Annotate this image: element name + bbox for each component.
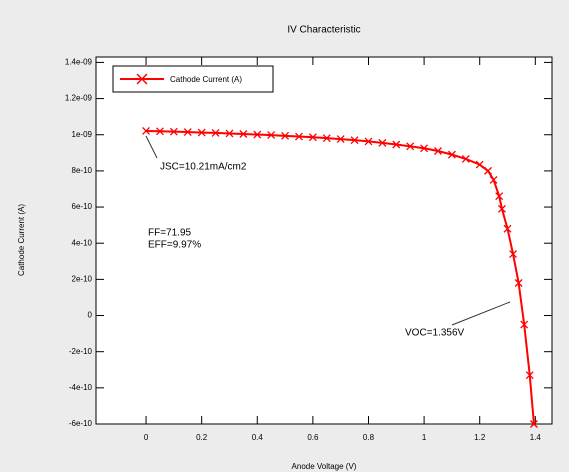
marker: [489, 175, 498, 184]
marker: [350, 136, 359, 145]
plot-area: [95, 56, 553, 425]
marker: [520, 320, 529, 329]
x-tick-label: 0.4: [252, 433, 264, 442]
y-tick-label: -4e-10: [69, 383, 93, 392]
marker: [392, 140, 401, 149]
x-tick-label: 1.2: [474, 433, 486, 442]
marker: [529, 420, 538, 428]
y-tick-label: 0: [88, 311, 93, 320]
marker: [308, 133, 317, 142]
x-tick-label: 1: [422, 433, 427, 442]
marker: [484, 166, 493, 175]
marker: [378, 138, 387, 147]
marker: [509, 250, 518, 259]
marker: [183, 128, 192, 136]
marker: [336, 135, 345, 144]
y-tick-label: 8e-10: [72, 166, 93, 175]
marker: [447, 150, 456, 159]
marker: [420, 144, 429, 153]
marker: [525, 371, 534, 380]
marker: [406, 142, 415, 151]
chart-title: IV Characteristic: [287, 25, 360, 36]
annotation-pointer: [451, 301, 511, 326]
marker: [281, 131, 290, 140]
y-tick-label: 2e-10: [72, 274, 93, 283]
y-tick-label: 1.2e-09: [65, 94, 93, 103]
y-tick-label: 1e-09: [72, 130, 93, 139]
annotation: EFF=9.97%: [148, 240, 201, 251]
y-tick-label: -6e-10: [69, 419, 93, 428]
marker: [514, 279, 523, 287]
marker: [322, 134, 331, 143]
marker: [434, 147, 442, 155]
marker: [461, 155, 470, 163]
x-tick-label: 0.2: [196, 433, 208, 442]
marker: [253, 130, 262, 139]
x-tick-label: 0.6: [307, 433, 319, 442]
annotation: JSC=10.21mA/cm2: [160, 162, 247, 173]
y-axis-label: Cathode Current (A): [17, 204, 26, 276]
marker: [495, 192, 504, 201]
legend-marker: [136, 73, 148, 85]
marker: [364, 137, 373, 146]
marker: [225, 129, 234, 138]
x-tick-label: 0: [144, 433, 149, 442]
x-tick-label: 0.8: [363, 433, 375, 442]
marker: [211, 128, 220, 137]
marker: [155, 127, 164, 136]
y-tick-label: -2e-10: [69, 347, 93, 356]
marker: [503, 224, 512, 233]
y-tick-label: 4e-10: [72, 238, 93, 247]
annotation-pointer: [145, 135, 158, 159]
marker: [169, 127, 178, 136]
marker: [197, 128, 206, 137]
legend-label: Cathode Current (A): [170, 75, 242, 84]
x-tick-label: 1.4: [530, 433, 542, 442]
annotation: VOC=1.356V: [405, 328, 465, 339]
annotation: FF=71.95: [148, 228, 192, 239]
y-tick-label: 6e-10: [72, 202, 93, 211]
x-axis-label: Anode Voltage (V): [292, 462, 357, 471]
marker: [295, 132, 303, 141]
marker: [239, 130, 248, 138]
y-tick-label: 1.4e-09: [65, 58, 93, 67]
marker: [497, 204, 506, 213]
marker: [267, 131, 276, 140]
marker: [475, 160, 484, 169]
marker: [142, 126, 151, 135]
